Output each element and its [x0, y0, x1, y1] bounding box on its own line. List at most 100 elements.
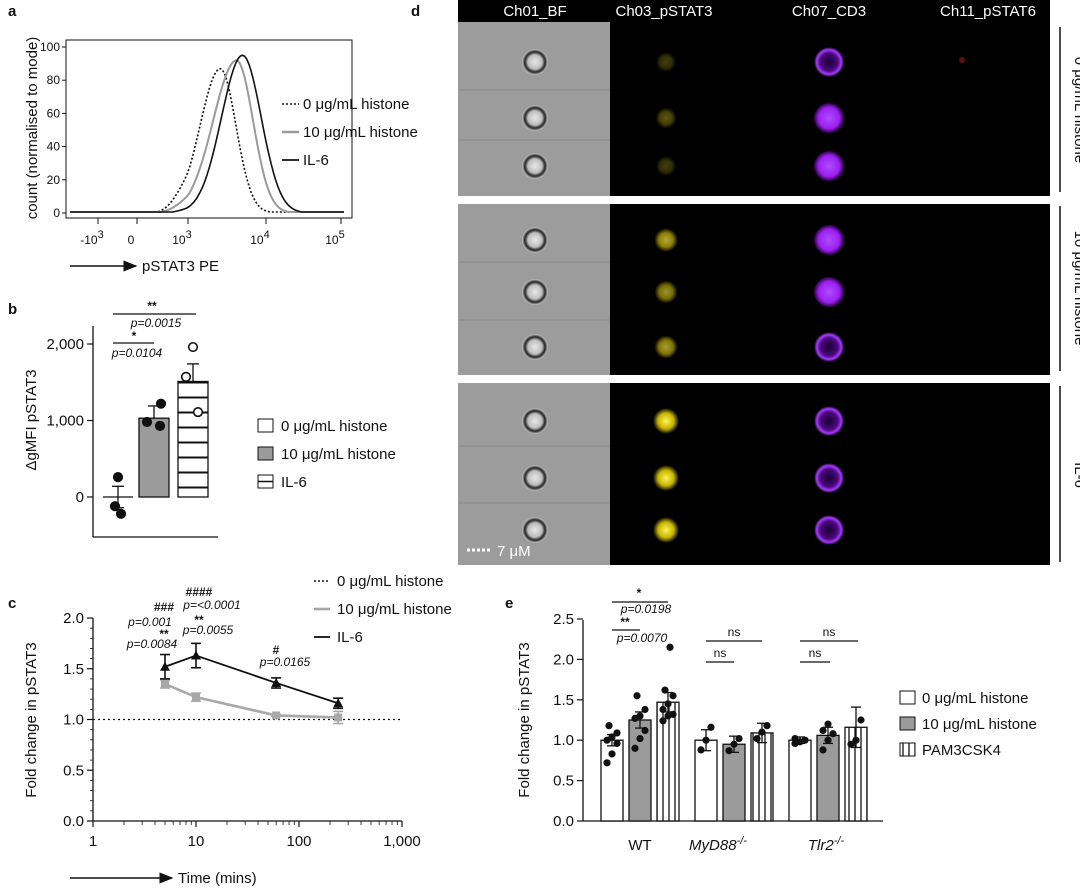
b-ytick-label: 1,000: [46, 413, 84, 430]
panel-label-d: d: [411, 3, 420, 20]
e-data-point: [791, 734, 799, 743]
e-data-point: [730, 740, 738, 748]
c-ytick-label: 1.0: [63, 712, 84, 729]
cell-bf: [522, 105, 548, 131]
a-xtick-label: -103: [80, 229, 103, 247]
panel-label-e: e: [505, 595, 513, 612]
cell-bf: [522, 49, 548, 75]
sig-ns-e-5: ns: [823, 625, 836, 639]
b-data-point: [155, 398, 167, 409]
cell-pstat3: [653, 408, 679, 434]
b-data-point: [112, 472, 124, 483]
e-bar-s2-g1: [750, 732, 774, 822]
channel-header-pstat3: Ch03_pSTAT3: [616, 3, 713, 20]
b-ytick-label: 2,000: [46, 336, 84, 353]
panel-a-x-ticks: -103 0 103 104 105: [80, 218, 345, 247]
e-data-point: [801, 736, 809, 744]
a-ytick-label: 40: [47, 140, 61, 154]
b-data-point: [180, 371, 192, 382]
a-ytick-label: 80: [47, 73, 61, 87]
cell-bf: [522, 517, 548, 543]
legend-b-label-2: IL-6: [281, 474, 307, 491]
sig-ns-e-3: ns: [728, 625, 741, 639]
annot-c-5min-p1: p=0.001: [127, 615, 172, 629]
cell-pstat3: [656, 156, 676, 176]
e-data-point: [608, 750, 616, 758]
e-data-point: [847, 740, 855, 748]
annot-c-5min-p2: p=0.0084: [126, 637, 178, 651]
legend-b-swatch-0: [257, 418, 274, 433]
b-data-point: [115, 508, 127, 519]
a-ytick-label: 60: [47, 106, 61, 120]
annot-c-5min-hash: ###: [154, 600, 174, 614]
e-data-point: [824, 720, 832, 728]
legend-e-swatch-0: [899, 690, 916, 705]
annot-c-5min-stars: **: [159, 627, 169, 641]
b-data-point: [192, 406, 204, 418]
cell-cd3: [814, 332, 844, 362]
e-ytick-label: 2.5: [553, 611, 574, 628]
e-data-point: [753, 734, 761, 743]
cell-cd3: [814, 225, 844, 255]
cell-pstat3: [653, 517, 679, 543]
e-data-point: [613, 729, 621, 737]
cell-cd3: [814, 463, 844, 493]
legend-e-label-1: 10 μg/mL histone: [922, 716, 1037, 733]
group-label-0: 0 μg/mL histone: [1071, 57, 1080, 163]
a-xtick-label: 104: [250, 229, 269, 247]
e-data-point: [763, 722, 771, 730]
legend-b-label-0: 0 μg/mL histone: [281, 418, 387, 435]
c-point-triangle: [191, 650, 201, 660]
panel-d-cells: [458, 47, 965, 545]
c-xtick-label: 10: [188, 833, 205, 850]
series-c-line-1: [164, 682, 339, 719]
channel-header-cd3: Ch07_CD3: [792, 3, 866, 20]
c-point-square: [272, 711, 281, 720]
legend-a-label-1: 10 μg/mL histone: [303, 124, 418, 141]
c-ytick-label: 0.0: [63, 813, 84, 830]
cell-bf: [522, 153, 548, 179]
panel-a-y-axis-label: count (normalised to mode): [24, 37, 41, 220]
panel-a-y-ticks: 0 20 40 60 80 100: [40, 40, 66, 220]
cell-bf: [522, 279, 548, 305]
e-data-point: [669, 710, 677, 718]
c-ytick-label: 0.5: [63, 762, 84, 779]
e-data-point: [659, 705, 667, 714]
annot-c-60min-p: p=0.0165: [259, 655, 311, 669]
legend-b-swatch-1: [257, 446, 274, 461]
panel-c-series: [93, 642, 402, 725]
e-ytick-label: 0.0: [553, 813, 574, 830]
panel-c-time-course: 0.0 0.5 1.0 1.5 2.0 1 10 100 1,000 Fold change …: [23, 573, 452, 887]
sig-stars-e-1: *: [637, 586, 642, 600]
panel-c-legend: 0 μg/mL histone 10 μg/mL histone IL-6: [314, 573, 452, 646]
panel-e-legend: 0 μg/mL histone 10 μg/mL histone PAM3CSK…: [899, 690, 1037, 759]
annot-c-60min-hash: #: [273, 643, 280, 657]
panel-c-annotations: ### p=0.001 ** p=0.0084 #### p=<0.0001 *…: [126, 585, 311, 669]
b-data-point: [187, 341, 199, 353]
panel-label-b: b: [8, 301, 17, 318]
e-data-point: [613, 739, 621, 748]
sig-ns-e-6: ns: [809, 646, 822, 660]
histogram-curve-0-histone: [70, 67, 344, 213]
panel-b-y-ticks: 0 1,000 2,000: [46, 336, 93, 506]
legend-e-swatch-1: [899, 716, 916, 731]
legend-c-label-1: 10 μg/mL histone: [337, 601, 452, 618]
panel-c-y-ticks: 0.0 0.5 1.0 1.5 2.0: [63, 610, 93, 830]
sig-stars-b-2: *: [132, 329, 137, 343]
e-data-point: [829, 730, 837, 738]
c-xtick-label: 1: [89, 833, 97, 850]
cell-bf: [522, 408, 548, 434]
panel-e-bar-chart: 0.0 0.5 1.0 1.5 2.0 2.5 Fold change in pSTAT3…: [516, 586, 1037, 854]
e-data-point: [636, 734, 644, 743]
sig-p-b-2: p=0.0104: [111, 346, 163, 360]
e-data-point: [852, 736, 860, 744]
e-data-point: [702, 736, 710, 744]
e-data-point: [636, 712, 644, 720]
e-bar-s0-g1: [694, 739, 718, 822]
e-data-point: [669, 692, 677, 700]
c-point-triangle: [159, 661, 170, 671]
group-label-2: IL-6: [1071, 462, 1080, 488]
b-ytick-label: 0: [76, 489, 84, 506]
cell-pstat3: [654, 280, 678, 304]
e-data-point: [857, 716, 865, 724]
